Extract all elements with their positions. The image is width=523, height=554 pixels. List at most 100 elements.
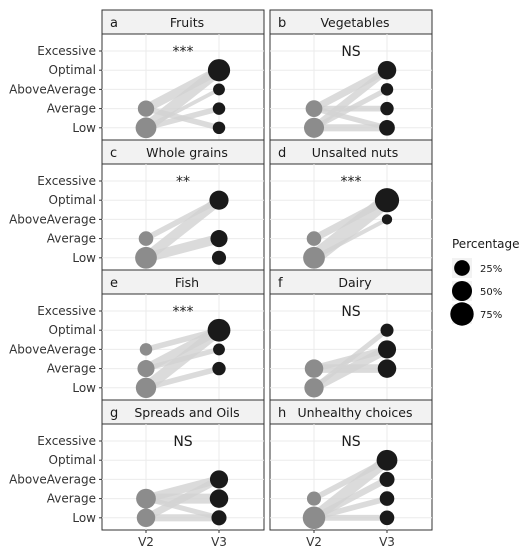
transition-band [146, 475, 219, 522]
legend-key-point [454, 260, 470, 276]
y-axes: Low Average AboveAverage Optimal Excessive Lo… [9, 44, 102, 525]
point-v3-optimal [207, 318, 231, 342]
panel-tag: f [278, 276, 283, 291]
point-v2-low [304, 378, 324, 398]
panel-strip [101, 399, 265, 425]
significance-label: NS [173, 434, 192, 450]
panel-tag: b [278, 16, 286, 31]
y-tick-label: Low [72, 381, 96, 395]
transition-band [146, 197, 219, 242]
transition-band [314, 66, 387, 113]
transition-band [314, 495, 387, 521]
point-v3-optimal [376, 449, 398, 471]
panel-tag: g [110, 406, 118, 421]
panel-strip [269, 139, 433, 165]
y-tick-label: AboveAverage [9, 342, 96, 356]
point-v2-average [304, 359, 324, 378]
point-v3-optimal [374, 188, 400, 213]
significance-label: NS [341, 304, 360, 320]
panel-title: Dairy [338, 275, 372, 290]
point-v3-low [211, 250, 227, 265]
transition-band [314, 217, 387, 261]
panel-tag: d [278, 146, 286, 161]
panel-title: Whole grains [146, 145, 228, 160]
point-v3-optimal [377, 60, 397, 80]
panel-title: Vegetables [320, 15, 389, 30]
panel-f: f Dairy NS [269, 269, 433, 401]
panel-strip [101, 9, 265, 35]
point-v3-low [212, 121, 226, 135]
panel-strip [101, 139, 265, 165]
legend-key-point [451, 280, 473, 302]
transition-band [146, 365, 219, 391]
panel-title: Unsalted nuts [312, 145, 398, 160]
x-tick-label: V3 [211, 535, 227, 549]
panel-tag: e [110, 276, 118, 291]
panel-title: Spreads and Oils [134, 405, 239, 420]
y-tick-label: Optimal [49, 323, 96, 337]
point-v3-aboveaverage [380, 83, 394, 96]
point-v3-aboveaverage [379, 471, 395, 487]
legend-label: 25% [480, 264, 502, 275]
y-tick-label: Excessive [37, 44, 96, 58]
y-tick-label: Low [72, 121, 96, 135]
transition-band [146, 105, 219, 131]
panel-strip [101, 269, 265, 295]
point-v2-low [135, 246, 157, 269]
transition-band [146, 514, 219, 522]
y-tick-label: Excessive [37, 304, 96, 318]
point-v3-low [379, 119, 395, 136]
point-v3-average [377, 359, 397, 378]
point-v2-low [135, 377, 157, 398]
significance-label: NS [341, 434, 360, 450]
transition-band [314, 196, 387, 243]
panel-tag: c [110, 146, 117, 161]
point-v2-low [135, 117, 157, 139]
point-v2-low [302, 506, 326, 530]
facet-panels: a Fruits *** b Vegetables NS c Whole grains ** d U… [101, 9, 433, 531]
point-v2-average [306, 231, 322, 246]
legend-title: Percentage [452, 237, 520, 251]
transition-band [314, 105, 387, 131]
legend-label: 75% [480, 310, 502, 321]
transition-band [314, 364, 387, 373]
point-v2-average [306, 491, 322, 506]
transition-band [314, 475, 387, 522]
point-v3-aboveaverage [213, 343, 225, 356]
y-tick-label: Average [47, 362, 96, 376]
point-v2-average [305, 100, 323, 117]
panel-strip [269, 269, 433, 295]
panel-a: a Fruits *** [101, 9, 265, 141]
point-v3-aboveaverage [377, 340, 397, 359]
transition-band [314, 457, 387, 502]
panel-title: Unhealthy choices [297, 405, 412, 420]
point-v3-optimal [209, 190, 229, 210]
point-v3-average [209, 489, 229, 508]
point-v3-average [379, 491, 395, 506]
significance-label: ** [176, 174, 190, 190]
point-v2-aboveaverage [139, 343, 153, 356]
panel-tag: a [110, 16, 118, 31]
point-v3-aboveaverage [209, 470, 229, 489]
y-tick-label: Optimal [49, 453, 96, 467]
y-tick-label: Low [72, 511, 96, 525]
transition-band [146, 346, 219, 372]
point-v2-average [137, 100, 155, 117]
transition-band [146, 87, 219, 130]
transition-band [314, 105, 387, 112]
panel-plot-area [269, 293, 433, 401]
y-tick-label: Average [47, 232, 96, 246]
point-v3-average [380, 101, 394, 116]
transition-band [146, 327, 219, 353]
y-tick-label: Low [72, 251, 96, 265]
transition-band [314, 514, 387, 521]
point-v3-aboveaverage [213, 83, 225, 96]
point-v3-low [211, 510, 227, 526]
point-v2-low [136, 508, 156, 528]
legend-label: 50% [480, 287, 502, 298]
panel-c: c Whole grains ** [101, 139, 265, 271]
transition-band [314, 124, 387, 132]
transition-band [146, 65, 219, 114]
point-v2-average [137, 360, 155, 378]
x-axis: V2 V3 V2 V3 [138, 530, 395, 549]
